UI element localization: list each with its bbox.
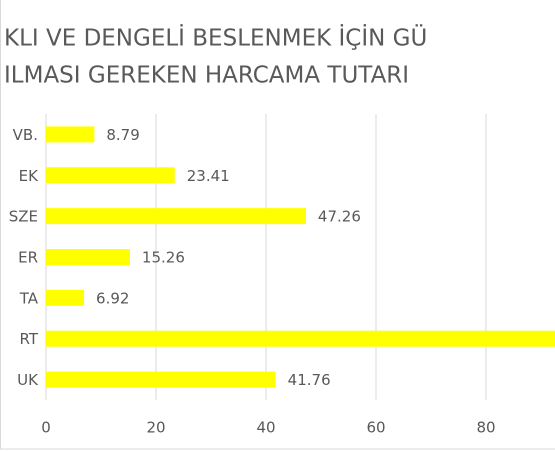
bar <box>46 330 555 347</box>
y-tick-label: ER <box>18 249 38 267</box>
x-tick-label: 60 <box>366 419 385 437</box>
y-tick-label: SZE <box>9 208 38 226</box>
y-tick-label: VB. <box>13 126 38 144</box>
data-label: 41.76 <box>288 371 331 389</box>
bar <box>46 208 306 225</box>
data-label: 6.92 <box>96 289 129 307</box>
bar <box>46 371 276 388</box>
data-label: 23.41 <box>187 167 230 185</box>
x-tick-label: 0 <box>41 419 51 437</box>
y-tick-label: EK <box>19 167 39 185</box>
y-tick-label: RT <box>20 330 39 348</box>
bar <box>46 249 130 265</box>
bar <box>46 289 85 306</box>
data-label: 47.26 <box>318 208 361 226</box>
data-label: 15.26 <box>142 249 185 267</box>
x-tick-label: 80 <box>476 419 495 437</box>
x-tick-label: 40 <box>256 419 275 437</box>
x-tick-label: 20 <box>146 419 165 437</box>
bar <box>46 126 95 143</box>
y-tick-label: TA <box>19 289 39 307</box>
bar <box>46 167 175 184</box>
chart-title-line: KLI VE DENGELİ BESLENMEK İÇİN GÜ <box>4 24 427 52</box>
chart-title-line: ILMASI GEREKEN HARCAMA TUTARI <box>4 63 409 89</box>
y-tick-label: UK <box>17 371 39 389</box>
data-label: 8.79 <box>106 126 139 144</box>
